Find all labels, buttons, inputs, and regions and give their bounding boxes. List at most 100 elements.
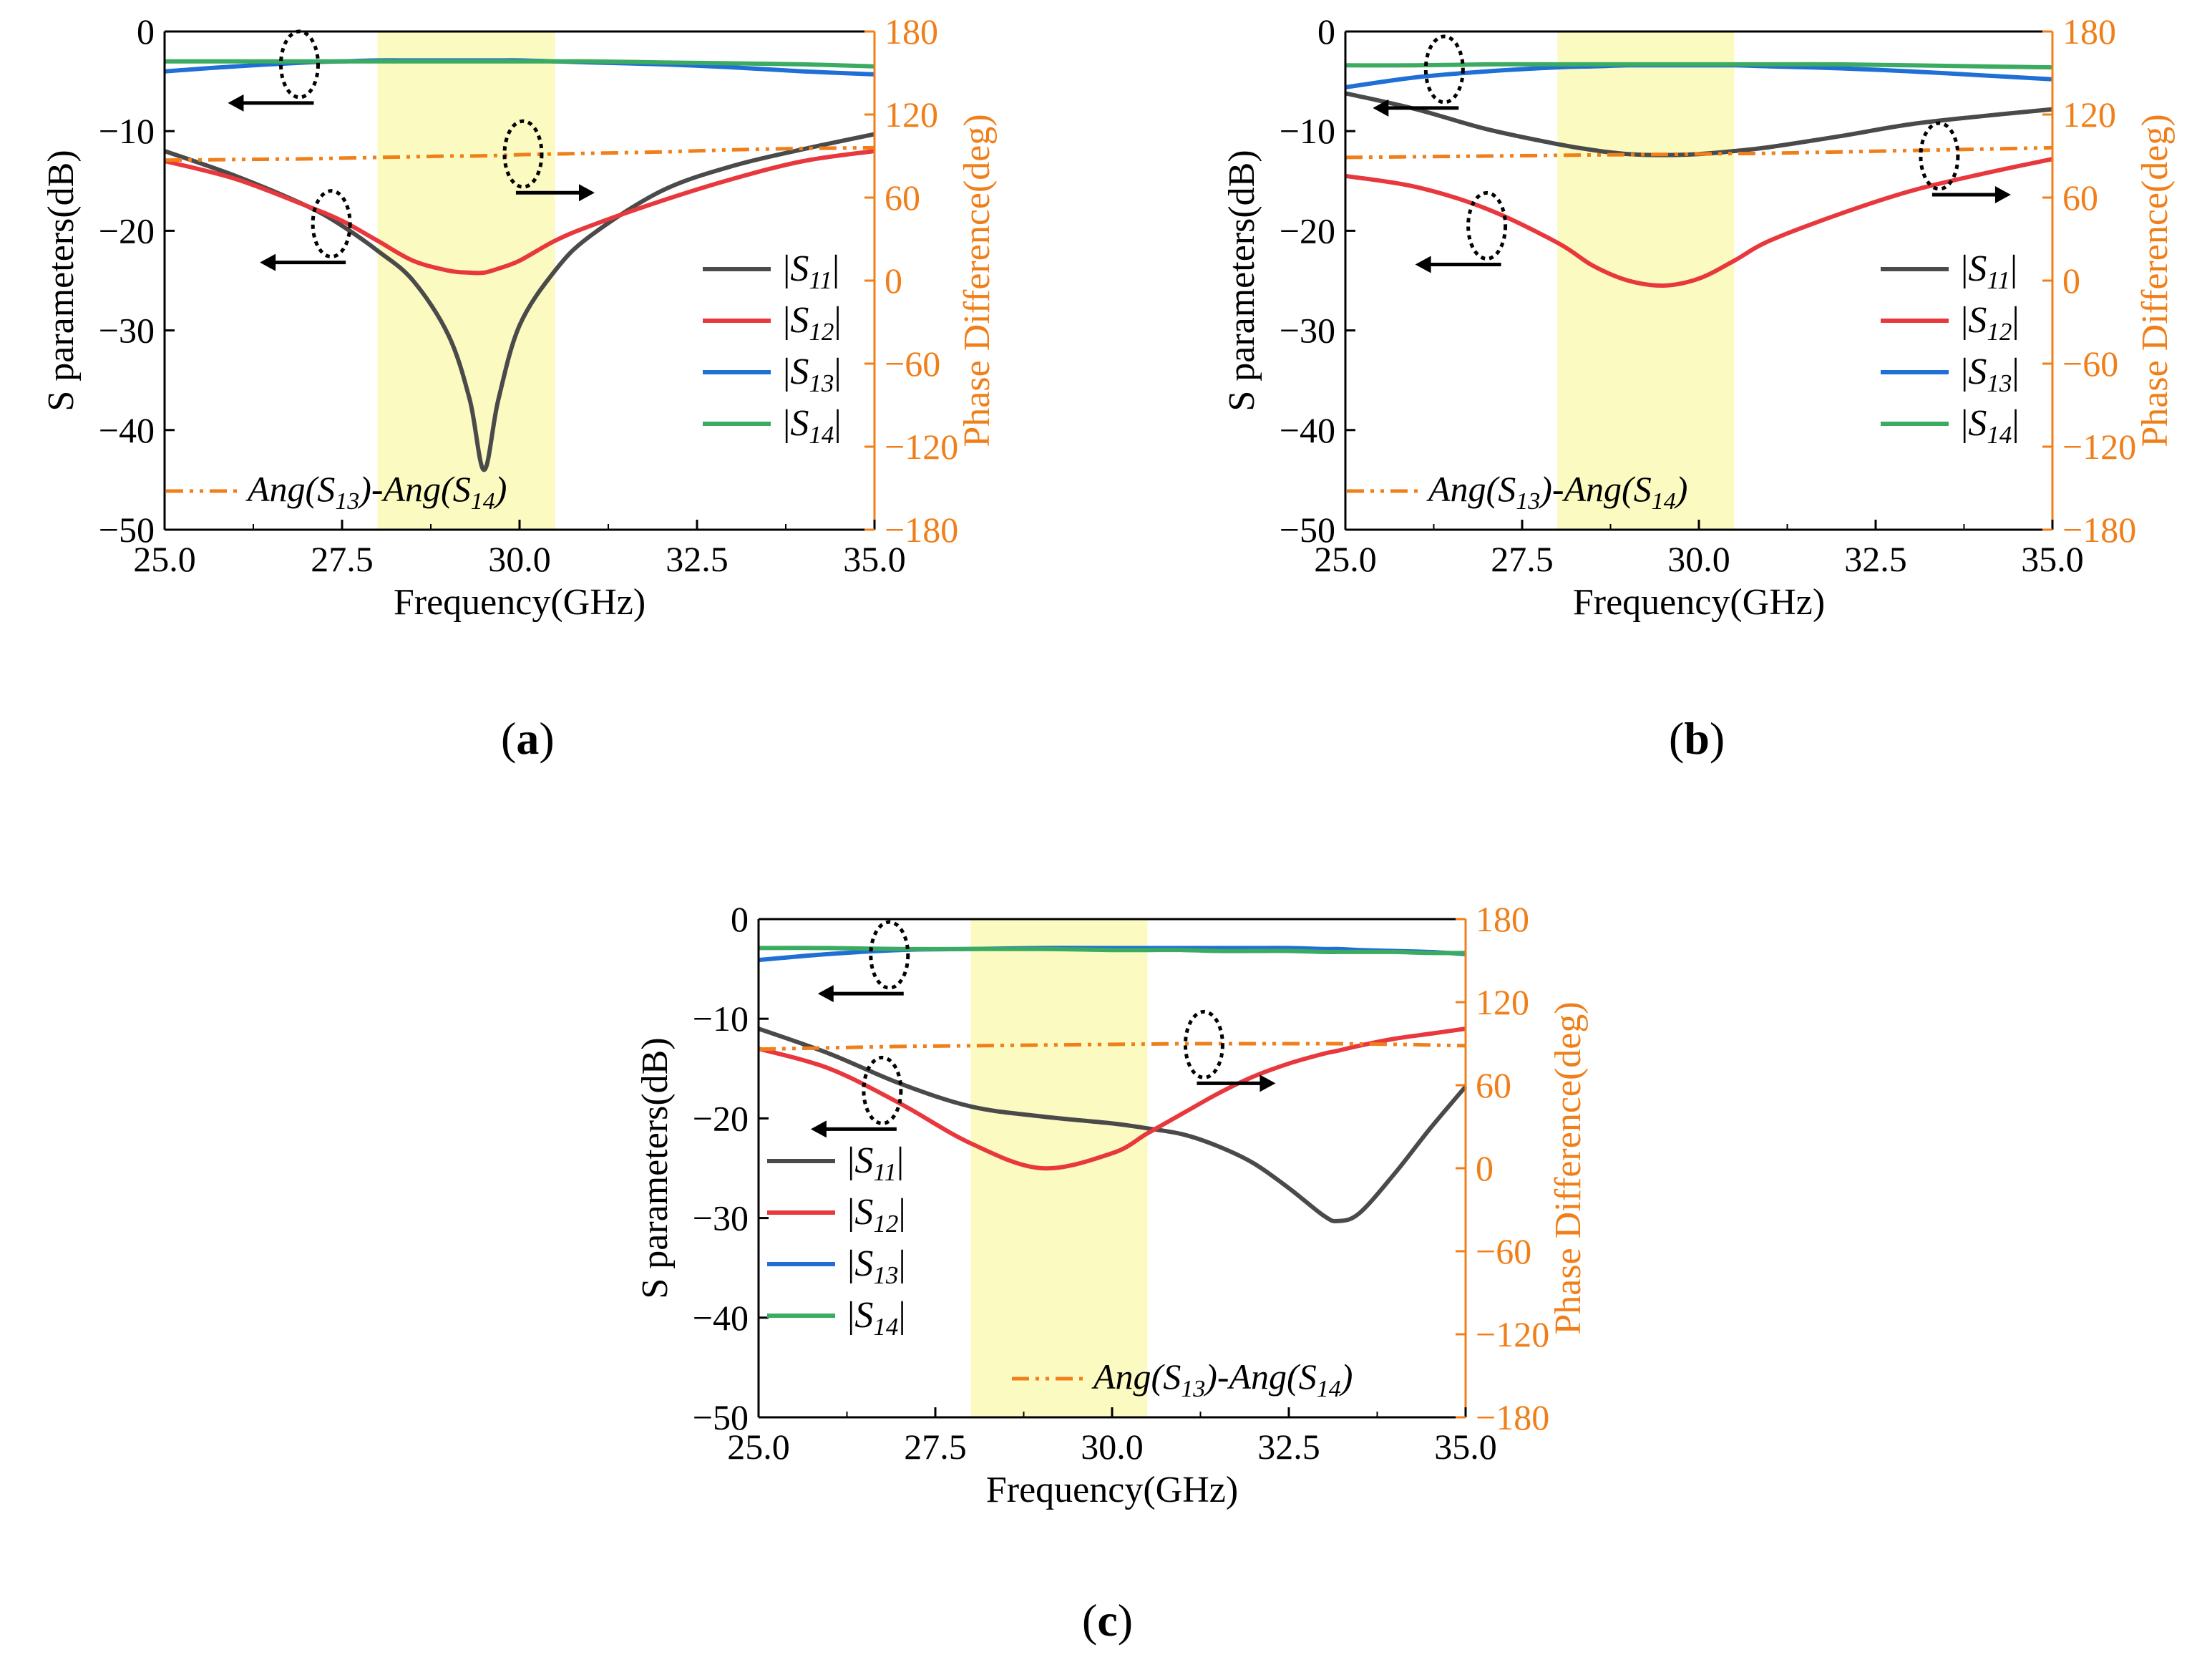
y2-tick-label: 60 <box>885 178 920 218</box>
y-tick-label: 0 <box>731 899 749 939</box>
x-tick-label: 35.0 <box>843 539 906 579</box>
annotation-arrowhead <box>228 94 244 112</box>
y-tick-label: −50 <box>693 1397 749 1437</box>
annotation-ellipse <box>869 920 910 990</box>
y-tick-label: −10 <box>99 111 155 151</box>
y-tick-label: −10 <box>1280 111 1335 151</box>
y-tick-label: −20 <box>99 210 155 251</box>
legend-label-3: |S13​| <box>847 1243 906 1289</box>
y-tick-label: −40 <box>1280 410 1335 450</box>
legend-label-1: |S11​| <box>847 1140 904 1186</box>
y2-tick-label: 0 <box>1476 1148 1494 1188</box>
y-axis-title: S parameters(dB) <box>41 150 82 411</box>
y2-tick-label: −180 <box>1476 1397 1549 1437</box>
y-tick-label: −30 <box>693 1198 749 1238</box>
series-line-s12 <box>164 149 875 276</box>
annotation-ellipse <box>1183 1009 1224 1079</box>
y2-tick-label: −60 <box>2062 344 2118 384</box>
x-tick-label: 32.5 <box>1257 1427 1320 1467</box>
x-tick-label: 27.5 <box>1491 539 1554 579</box>
y2-tick-label: 180 <box>1476 899 1529 939</box>
annotation-arrowhead <box>810 1120 827 1138</box>
y2-tick-label: −120 <box>1476 1314 1549 1354</box>
y-tick-label: −10 <box>693 999 749 1039</box>
caption-a-letter: a <box>516 713 540 764</box>
series-line-phase <box>758 1042 1466 1052</box>
y-tick-label: −30 <box>1280 311 1335 351</box>
y2-tick-label: −120 <box>885 427 958 467</box>
legend-label-4: |S14​| <box>783 403 842 449</box>
x-axis-title: Frequency(GHz) <box>1573 582 1825 623</box>
y2-tick-label: 120 <box>2062 94 2116 135</box>
highlight-band <box>377 31 555 530</box>
y2-axis-title: Phase Difference(deg) <box>957 114 998 447</box>
legend-label-2: |S12​| <box>1961 300 2019 346</box>
legend-label-4: |S14​| <box>1961 403 2019 449</box>
caption-a: (a) <box>501 713 555 764</box>
y2-tick-label: 0 <box>885 261 902 301</box>
highlight-band <box>1557 31 1735 530</box>
annotation-arrowhead <box>817 985 834 1003</box>
y-axis-title: S parameters(dB) <box>1222 150 1262 411</box>
series-line-s11 <box>758 1026 1468 1224</box>
y-tick-label: −20 <box>693 1098 749 1138</box>
caption-c-letter: c <box>1097 1595 1118 1646</box>
x-tick-label: 32.5 <box>1844 539 1907 579</box>
annotation-arrowhead <box>260 253 276 271</box>
annotation-arrowhead <box>578 184 595 202</box>
y2-tick-label: 60 <box>1476 1065 1511 1105</box>
phase-legend-label: Ang(S13​)-Ang(S14​) <box>245 469 507 515</box>
annotation-ellipse <box>311 189 352 259</box>
phase-legend-label: Ang(S13​)-Ang(S14​) <box>1426 469 1687 515</box>
chart-panel-a: 25.0 27.5 30.0 32.5 35.0 0 −10 −20 −30 −40 −50 180 1… <box>41 11 998 623</box>
x-tick-label: 30.0 <box>488 539 551 579</box>
legend-label-3: |S13​| <box>1961 351 2019 397</box>
y2-tick-label: −60 <box>885 344 940 384</box>
annotation-arrowhead <box>1415 256 1431 273</box>
annotation-ellipse <box>862 1055 903 1125</box>
y2-axis-title: Phase Difference(deg) <box>2135 114 2176 447</box>
caption-b-letter: b <box>1684 713 1710 764</box>
series-line-s12 <box>758 1026 1466 1171</box>
legend-label-1: |S11​| <box>1961 248 2017 294</box>
x-tick-label: 27.5 <box>904 1427 967 1467</box>
y2-tick-label: −120 <box>2062 427 2136 467</box>
y2-tick-label: 120 <box>1476 982 1529 1022</box>
annotation-arrowhead <box>1260 1074 1276 1092</box>
annotation-ellipse <box>278 29 320 99</box>
annotation-ellipse <box>1919 121 1960 191</box>
legend-label-1: |S11​| <box>783 248 839 294</box>
legend-label-2: |S12​| <box>847 1192 906 1238</box>
y-tick-label: −40 <box>99 410 155 450</box>
legend-label-4: |S14​| <box>847 1295 906 1341</box>
legend-label-3: |S13​| <box>783 351 842 397</box>
x-tick-label: 25.0 <box>727 1427 790 1467</box>
y2-tick-label: 60 <box>2062 178 2098 218</box>
y2-tick-label: 180 <box>885 11 938 52</box>
annotation-ellipse <box>502 119 544 189</box>
y-tick-label: −20 <box>1280 210 1335 251</box>
series-line-phase <box>164 145 875 162</box>
caption-b: (b) <box>1669 713 1725 764</box>
caption-c: (c) <box>1082 1595 1134 1646</box>
x-axis-title: Frequency(GHz) <box>394 582 645 623</box>
y2-tick-label: −180 <box>2062 510 2136 550</box>
annotation-ellipse <box>1423 34 1465 105</box>
y2-tick-label: 0 <box>2062 261 2080 301</box>
series-line-s14 <box>1345 62 2053 70</box>
y-tick-label: −50 <box>1280 510 1335 550</box>
y-tick-label: −30 <box>99 311 155 351</box>
series-line-s14 <box>758 946 1466 956</box>
y2-axis-title: Phase Difference(deg) <box>1548 1001 1589 1334</box>
x-tick-label: 30.0 <box>1081 1427 1144 1467</box>
annotation-arrowhead <box>1994 186 2011 203</box>
x-tick-label: 27.5 <box>311 539 374 579</box>
y2-tick-label: 180 <box>2062 11 2116 52</box>
series-line-s11 <box>1345 91 2053 157</box>
y-axis-title: S parameters(dB) <box>635 1037 676 1298</box>
y2-tick-label: 120 <box>885 94 938 135</box>
chart-panel-b: 25.0 27.5 30.0 32.5 35.0 0 −10 −20 −30 −40 −50 180 1… <box>1222 11 2176 623</box>
y2-tick-label: −180 <box>885 510 958 550</box>
